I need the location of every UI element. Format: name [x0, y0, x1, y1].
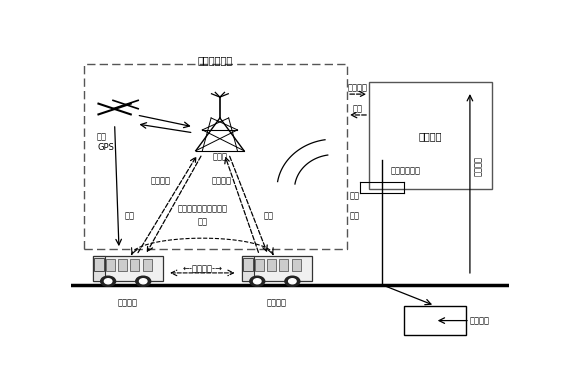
Bar [369, 82, 492, 190]
Bar [94, 259, 104, 271]
Bar [280, 259, 289, 271]
Text: ←-自动调整-→: ←-自动调整-→ [182, 264, 222, 273]
Bar [292, 259, 301, 271]
Text: 指令: 指令 [263, 212, 273, 221]
Text: 指令: 指令 [349, 212, 359, 221]
Circle shape [139, 279, 147, 284]
Bar [242, 256, 255, 281]
Text: 车辆信息: 车辆信息 [212, 176, 232, 185]
Text: 车辆信息: 车辆信息 [151, 176, 171, 185]
Text: 调度指令: 调度指令 [470, 316, 490, 325]
Text: 通讯塔: 通讯塔 [212, 152, 228, 161]
Text: 指令: 指令 [125, 212, 135, 221]
Circle shape [104, 279, 112, 284]
Text: 通信: 通信 [349, 191, 359, 200]
Bar [267, 259, 276, 271]
Text: 卫星
GPS: 卫星 GPS [97, 133, 114, 152]
Bar [143, 259, 152, 271]
Circle shape [254, 279, 261, 284]
Circle shape [250, 276, 265, 286]
Text: 位置、车速、方向等等: 位置、车速、方向等等 [177, 204, 228, 213]
Text: 公交车辆: 公交车辆 [267, 298, 287, 307]
Bar [130, 259, 139, 271]
Text: 车辆信息: 车辆信息 [348, 84, 368, 92]
Text: 车辆信息: 车辆信息 [474, 156, 483, 176]
Circle shape [285, 276, 300, 286]
Bar [106, 259, 115, 271]
Text: 可选辅助部分: 可选辅助部分 [198, 55, 233, 65]
Text: 公交车辆: 公交车辆 [118, 298, 138, 307]
Text: 道路交通设施: 道路交通设施 [391, 166, 421, 175]
Bar [255, 259, 264, 271]
Text: 通信: 通信 [198, 218, 207, 227]
Circle shape [289, 279, 296, 284]
Circle shape [136, 276, 151, 286]
Bar [404, 306, 465, 336]
Text: 信息中心: 信息中心 [419, 131, 442, 141]
Bar [93, 256, 163, 281]
Bar [84, 64, 347, 249]
Bar [242, 256, 312, 281]
Bar [93, 256, 105, 281]
Bar [118, 259, 127, 271]
Circle shape [101, 276, 115, 286]
Bar [243, 259, 253, 271]
Text: 指令: 指令 [353, 104, 363, 113]
